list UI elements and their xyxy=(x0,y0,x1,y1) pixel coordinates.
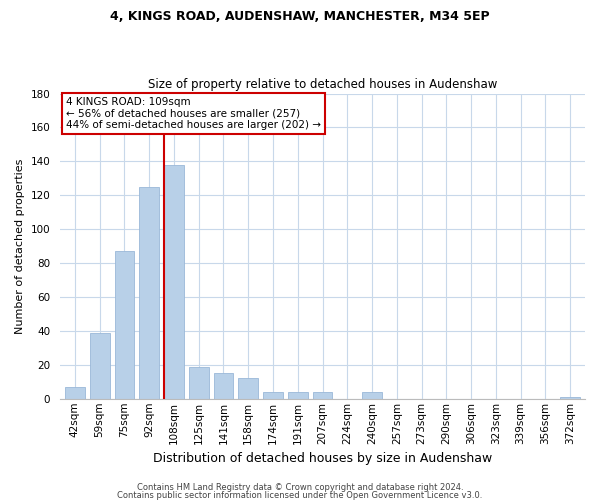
Text: 4, KINGS ROAD, AUDENSHAW, MANCHESTER, M34 5EP: 4, KINGS ROAD, AUDENSHAW, MANCHESTER, M3… xyxy=(110,10,490,23)
Bar xyxy=(214,374,233,399)
Title: Size of property relative to detached houses in Audenshaw: Size of property relative to detached ho… xyxy=(148,78,497,91)
Bar xyxy=(288,392,308,399)
Text: Contains HM Land Registry data © Crown copyright and database right 2024.: Contains HM Land Registry data © Crown c… xyxy=(137,484,463,492)
Bar xyxy=(238,378,258,399)
Bar xyxy=(362,392,382,399)
Bar xyxy=(65,387,85,399)
Y-axis label: Number of detached properties: Number of detached properties xyxy=(15,158,25,334)
Bar xyxy=(189,366,209,399)
X-axis label: Distribution of detached houses by size in Audenshaw: Distribution of detached houses by size … xyxy=(153,452,492,465)
Text: Contains public sector information licensed under the Open Government Licence v3: Contains public sector information licen… xyxy=(118,490,482,500)
Bar xyxy=(164,165,184,399)
Bar xyxy=(115,251,134,399)
Bar xyxy=(560,397,580,399)
Bar xyxy=(90,332,110,399)
Text: 4 KINGS ROAD: 109sqm
← 56% of detached houses are smaller (257)
44% of semi-deta: 4 KINGS ROAD: 109sqm ← 56% of detached h… xyxy=(66,97,321,130)
Bar xyxy=(139,187,159,399)
Bar xyxy=(313,392,332,399)
Bar xyxy=(263,392,283,399)
